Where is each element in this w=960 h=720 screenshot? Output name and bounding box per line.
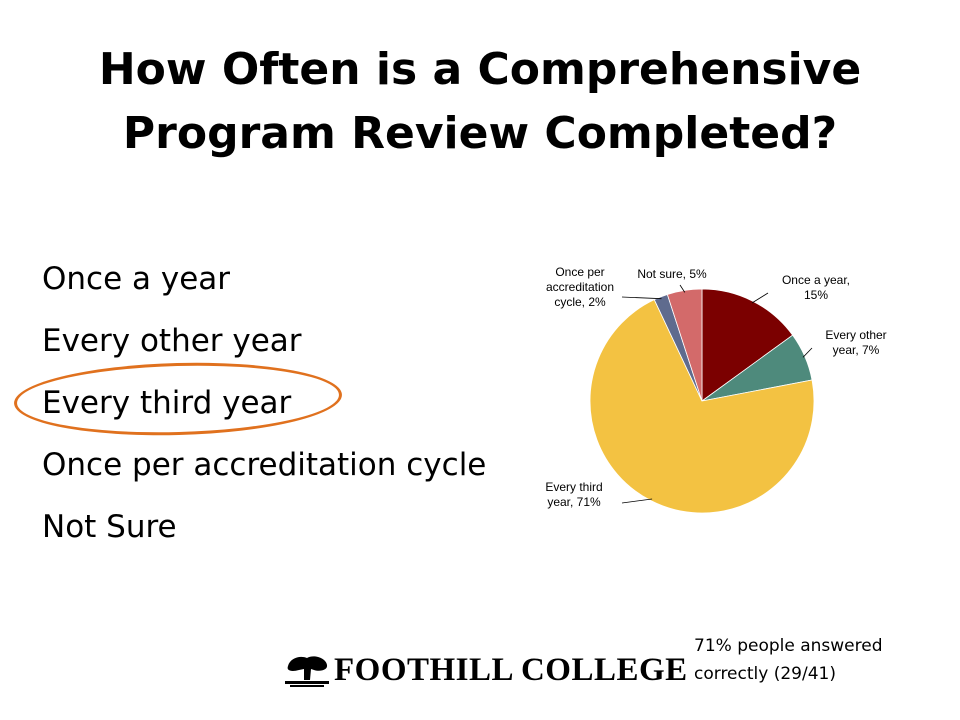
tree-icon	[285, 656, 329, 687]
slide-title-line-2: Program Review Completed?	[122, 108, 838, 159]
pie-chart: Once a year, 15% Every other year, 7% Every …	[545, 265, 887, 514]
answer-option-every-other-year: Every other year	[42, 323, 302, 359]
slide-title: How Often is a Comprehensive Program Rev…	[60, 38, 900, 166]
pie-data-label: Every third year, 71%	[545, 480, 602, 509]
answer-options-list: Once a year Every other year Every third…	[42, 248, 562, 558]
pie-leader-line	[679, 284, 686, 293]
answer-option-once-a-year: Once a year	[42, 261, 231, 297]
pie-slice-every-third-year	[589, 299, 815, 514]
response-summary-note: 71% people answered correctly (29/41)	[694, 632, 944, 688]
foothill-college-logo: FOOTHILL COLLEGE	[284, 650, 687, 690]
answer-option-once-per-accreditation-cycle: Once per accreditation cycle	[42, 447, 487, 483]
answer-option-every-third-year: Every third year	[42, 385, 292, 421]
response-summary-line-2: correctly (29/41)	[694, 664, 836, 684]
pie-slice-not-sure	[666, 288, 703, 402]
pie-data-labels: Once a year, 15% Every other year, 7% Every …	[545, 265, 886, 509]
slide-title-line-1: How Often is a Comprehensive	[98, 44, 862, 95]
pie-data-label: Once per accreditation cycle, 2%	[546, 265, 614, 309]
pie-leader-line	[621, 296, 662, 300]
pie-data-label: Not sure, 5%	[637, 267, 707, 281]
pie-leader-lines	[621, 284, 813, 504]
pie-leader-line	[621, 498, 653, 504]
pie-slice-once-a-year	[701, 288, 794, 402]
response-summary-line-1: 71% people answered	[694, 636, 883, 656]
pie-slices	[589, 288, 815, 514]
answer-option-not-sure: Not Sure	[42, 509, 177, 545]
pie-leader-line	[751, 292, 769, 304]
logo-wordmark: FOOTHILL COLLEGE	[334, 652, 688, 688]
pie-data-label: Once a year, 15%	[782, 273, 850, 302]
pie-leader-line	[802, 347, 813, 358]
pie-data-label: Every other year, 7%	[825, 328, 886, 357]
